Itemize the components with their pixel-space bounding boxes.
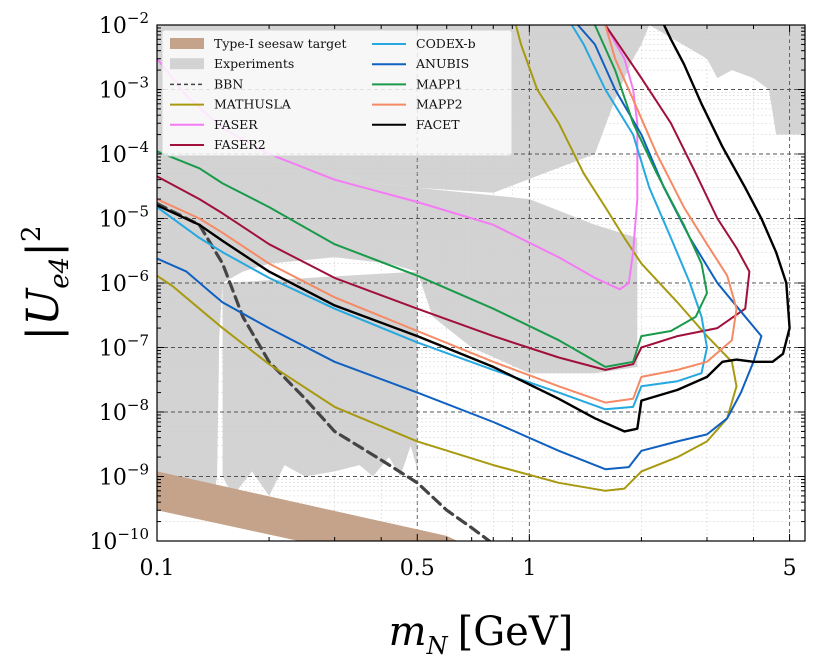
- axis-ticks: 0.1 0.5 1 5 10−10 10−9 10−8 10−7 10−6 10−5 10−4 10−…: [89, 9, 805, 581]
- y-tick-label: 10−2: [99, 9, 149, 39]
- legend-swatch: [170, 38, 204, 49]
- y-tick-label: 10−7: [99, 332, 149, 362]
- legend-label: Type-I seesaw target: [214, 36, 347, 51]
- y-tick-label: 10−10: [89, 525, 149, 555]
- xlabel-sub: N: [426, 632, 449, 660]
- y-tick-label: 10−6: [99, 267, 149, 297]
- legend-label: CODEX-b: [416, 36, 476, 51]
- legend-label: FASER2: [214, 137, 266, 152]
- ylabel-sup: 2: [17, 225, 47, 242]
- series-bbn: [157, 202, 492, 541]
- experiment-region-left: [157, 80, 418, 541]
- x-tick-label: 5: [783, 556, 797, 581]
- legend: Type-I seesaw target Experiments BBN MATHUS…: [161, 29, 513, 157]
- series-facet: [157, 25, 791, 433]
- x-axis-label: mN [GeV]: [389, 609, 574, 660]
- y-tick-label: 10−9: [99, 461, 149, 491]
- experiment-region-right-lower: [417, 187, 638, 374]
- ylabel-var: |U: [18, 287, 69, 341]
- x-tick-label: 1: [522, 556, 536, 581]
- series-layer: [157, 25, 791, 541]
- legend-label: MATHUSLA: [214, 97, 292, 112]
- ylabel-close: |: [18, 242, 69, 257]
- y-axis-label: |Ue4|2: [17, 225, 75, 340]
- y-tick-label: 10−8: [99, 396, 149, 426]
- legend-label: BBN: [214, 76, 243, 91]
- legend-box: [161, 29, 513, 157]
- series-codex-b: [157, 25, 708, 411]
- xlabel-var: m: [389, 609, 427, 655]
- series-mathusla: [157, 25, 738, 492]
- y-tick-label: 10−3: [99, 74, 149, 104]
- experiment-region-mid: [222, 271, 418, 496]
- seesaw-band-layer: [157, 471, 458, 541]
- x-tick-label: 0.1: [140, 556, 175, 581]
- series-faser2: [157, 25, 751, 371]
- legend-label: ANUBIS: [415, 56, 469, 71]
- series-mapp1: [157, 25, 708, 368]
- svg-text:|Ue4|2: |Ue4|2: [17, 225, 75, 340]
- series-mapp2: [157, 25, 738, 404]
- experiment-region-far-right: [649, 25, 805, 135]
- svg-text:mN[GeV]: mN [GeV]: [389, 609, 574, 660]
- legend-swatch: [170, 58, 204, 70]
- legend-label: FASER: [214, 117, 258, 132]
- y-tick-label: 10−4: [99, 138, 149, 168]
- legend-label: FACET: [416, 117, 460, 132]
- xlabel-unit: [GeV]: [458, 609, 574, 655]
- y-tick-label: 10−5: [99, 203, 149, 233]
- legend-label: MAPP2: [416, 97, 463, 112]
- ylabel-sub: e4: [45, 257, 75, 289]
- x-tick-label: 0.5: [400, 556, 435, 581]
- seesaw-band: [157, 471, 458, 541]
- legend-label: Experiments: [214, 56, 294, 71]
- legend-label: MAPP1: [416, 76, 463, 91]
